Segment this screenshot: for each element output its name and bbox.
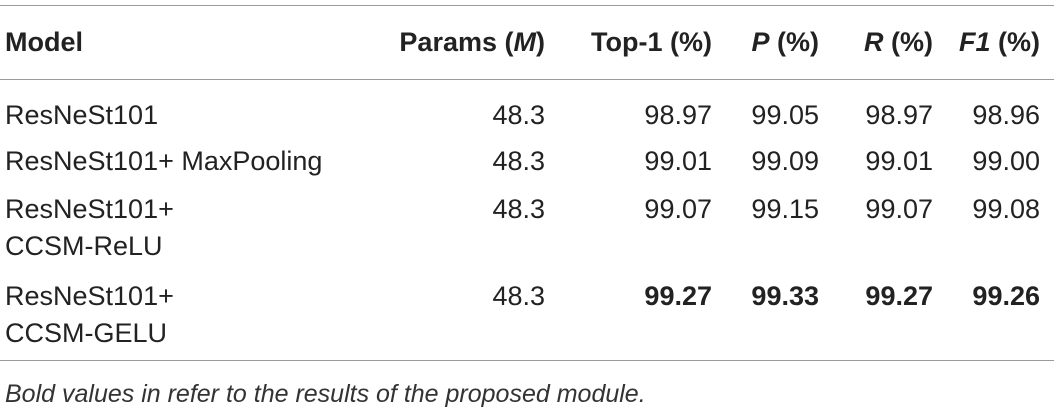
row-recall: 99.07 — [865, 194, 933, 224]
row-top1: 98.97 — [644, 100, 712, 130]
header-recall-symbol: R — [864, 27, 884, 57]
row-top1: 99.27 — [644, 281, 712, 311]
header-params: Params (M) — [399, 23, 545, 61]
header-precision: P (%) — [751, 23, 819, 61]
header-params-prefix: Params ( — [399, 27, 514, 57]
row-params: 48.3 — [492, 100, 545, 130]
row-model: ResNeSt101+ — [5, 281, 174, 311]
header-precision-symbol: P — [751, 27, 770, 57]
row-recall: 98.97 — [865, 100, 933, 130]
row-model-line2: CCSM-GELU — [5, 318, 168, 348]
header-model: Model — [5, 27, 83, 57]
row-params: 48.3 — [492, 194, 545, 224]
table-footnote: Bold values in refer to the results of t… — [5, 380, 646, 408]
header-precision-suffix: (%) — [769, 27, 819, 57]
row-f1: 98.96 — [972, 100, 1040, 130]
header-f1-symbol: F1 — [958, 27, 991, 57]
row-f1: 99.26 — [972, 281, 1040, 311]
header-f1-suffix: (%) — [990, 27, 1040, 57]
header-top1: Top-1 (%) — [591, 27, 712, 57]
row-precision: 99.09 — [751, 146, 819, 176]
table-header-rule — [0, 79, 1054, 80]
row-params: 48.3 — [492, 281, 545, 311]
row-model-line2: CCSM-ReLU — [5, 231, 163, 261]
header-recall: R (%) — [864, 23, 933, 61]
row-model: ResNeSt101 — [5, 100, 159, 130]
table-top-rule — [0, 5, 1054, 6]
row-f1: 99.00 — [972, 146, 1040, 176]
row-model: ResNeSt101+ — [5, 194, 174, 224]
header-params-unit: M — [513, 27, 537, 57]
row-recall: 99.01 — [865, 146, 933, 176]
table-bottom-rule — [0, 360, 1054, 361]
row-precision: 99.33 — [751, 281, 819, 311]
row-top1: 99.07 — [644, 194, 712, 224]
row-params: 48.3 — [492, 146, 545, 176]
row-f1: 99.08 — [972, 194, 1040, 224]
row-recall: 99.27 — [865, 281, 933, 311]
row-precision: 99.15 — [751, 194, 819, 224]
header-recall-suffix: (%) — [883, 27, 933, 57]
row-model: ResNeSt101+ MaxPooling — [5, 146, 323, 176]
header-params-suffix: ) — [536, 27, 545, 57]
header-f1: F1 (%) — [959, 23, 1040, 61]
row-precision: 99.05 — [751, 100, 819, 130]
row-top1: 99.01 — [644, 146, 712, 176]
